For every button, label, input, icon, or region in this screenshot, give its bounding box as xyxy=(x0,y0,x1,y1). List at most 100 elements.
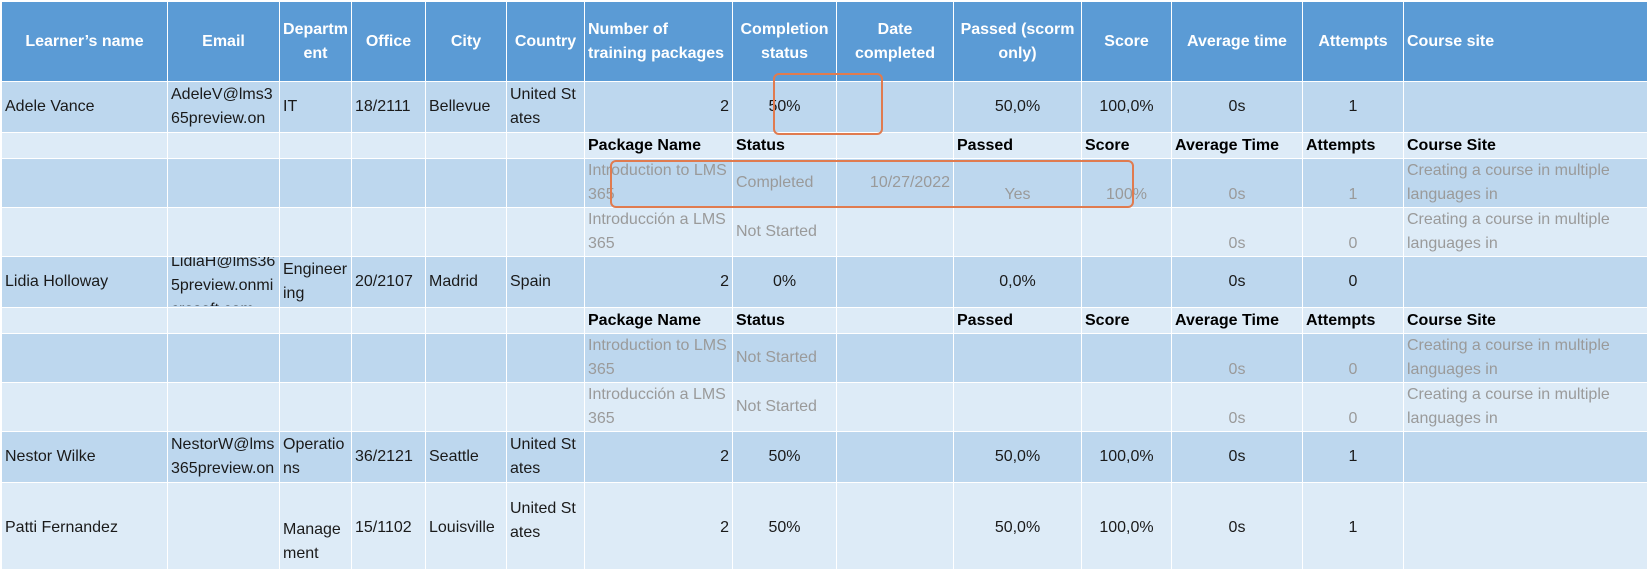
learner-score[interactable] xyxy=(1081,256,1172,308)
subheader-status[interactable]: Status xyxy=(732,132,837,159)
learner-dept[interactable]: Engineering xyxy=(279,256,352,308)
col-header-passed[interactable]: Passed (scorm only) xyxy=(953,1,1082,82)
learner-dept[interactable]: IT xyxy=(279,81,352,133)
learner-passed[interactable]: 50,0% xyxy=(953,431,1082,483)
col-header-email[interactable]: Email xyxy=(167,1,280,82)
learner-completion[interactable]: 50% xyxy=(732,482,837,569)
learner-country[interactable]: United States xyxy=(506,81,585,133)
learner-office[interactable]: 18/2111 xyxy=(351,81,426,133)
table-row[interactable]: Lidia Holloway LidiaH@lms365preview.onmi… xyxy=(1,256,1647,308)
subheader-status[interactable]: Status xyxy=(732,307,837,334)
package-detail-row[interactable]: Introducción a LMS365 Not Started 0s 0 C… xyxy=(1,207,1647,257)
learner-dept[interactable]: Management xyxy=(279,482,352,569)
subheader-attempts[interactable]: Attempts xyxy=(1302,132,1404,159)
package-name[interactable]: Introduction to LMS365 xyxy=(584,333,733,383)
package-site[interactable]: Creating a course in multiple languages … xyxy=(1403,158,1647,208)
learner-name[interactable]: Lidia Holloway xyxy=(1,256,168,308)
learner-completion[interactable]: 50% xyxy=(732,81,837,133)
package-passed[interactable] xyxy=(953,333,1082,383)
learner-packages[interactable]: 2 xyxy=(584,81,733,133)
learner-passed[interactable]: 50,0% xyxy=(953,482,1082,569)
learner-office[interactable]: 36/2121 xyxy=(351,431,426,483)
learner-packages[interactable]: 2 xyxy=(584,256,733,308)
learner-name[interactable]: Patti Fernandez xyxy=(1,482,168,569)
package-detail-row[interactable]: Introduction to LMS365 Completed 10/27/2… xyxy=(1,158,1647,208)
package-detail-row[interactable]: Introducción a LMS365 Not Started 0s 0 C… xyxy=(1,382,1647,432)
package-score[interactable]: 100% xyxy=(1081,158,1172,208)
package-attempts[interactable]: 1 xyxy=(1302,158,1404,208)
subheader-score[interactable]: Score xyxy=(1081,132,1172,159)
learner-email[interactable] xyxy=(167,482,280,569)
learner-city[interactable]: Bellevue xyxy=(425,81,507,133)
col-header-avg-time[interactable]: Average time xyxy=(1171,1,1303,82)
package-site[interactable]: Creating a course in multiple languages … xyxy=(1403,382,1647,432)
learner-city[interactable]: Louisville xyxy=(425,482,507,569)
learner-passed[interactable]: 50,0% xyxy=(953,81,1082,133)
learner-attempts[interactable]: 1 xyxy=(1302,431,1404,483)
learner-packages[interactable]: 2 xyxy=(584,482,733,569)
package-attempts[interactable]: 0 xyxy=(1302,382,1404,432)
package-name[interactable]: Introducción a LMS365 xyxy=(584,207,733,257)
package-attempts[interactable]: 0 xyxy=(1302,207,1404,257)
learner-country[interactable]: United States xyxy=(506,482,585,569)
learner-email[interactable]: LidiaH@lms365preview.onmicrosoft.com xyxy=(167,256,280,308)
col-header-course-site[interactable]: Course site xyxy=(1403,1,1647,82)
package-status[interactable]: Completed xyxy=(732,158,837,208)
col-header-packages[interactable]: Number of training packages xyxy=(584,1,733,82)
package-score[interactable] xyxy=(1081,382,1172,432)
learner-score[interactable]: 100,0% xyxy=(1081,81,1172,133)
learner-city[interactable]: Madrid xyxy=(425,256,507,308)
subheader-passed[interactable]: Passed xyxy=(953,307,1082,334)
subheader-site[interactable]: Course Site xyxy=(1403,132,1647,159)
table-row[interactable]: Adele Vance AdeleV@lms365preview.on IT 1… xyxy=(1,81,1647,133)
subheader-passed[interactable]: Passed xyxy=(953,132,1082,159)
package-detail-row[interactable]: Introduction to LMS365 Not Started 0s 0 … xyxy=(1,333,1647,383)
learner-packages[interactable]: 2 xyxy=(584,431,733,483)
package-name[interactable]: Introduction to LMS365 xyxy=(584,158,733,208)
learner-site[interactable] xyxy=(1403,431,1647,483)
learner-country[interactable]: United States xyxy=(506,431,585,483)
package-avg-time[interactable]: 0s xyxy=(1171,382,1303,432)
learner-office[interactable]: 20/2107 xyxy=(351,256,426,308)
learner-date[interactable] xyxy=(836,482,954,569)
package-status[interactable]: Not Started xyxy=(732,333,837,383)
col-header-score[interactable]: Score xyxy=(1081,1,1172,82)
subheader-score[interactable]: Score xyxy=(1081,307,1172,334)
package-date[interactable] xyxy=(836,207,954,257)
learner-country[interactable]: Spain xyxy=(506,256,585,308)
col-header-learner[interactable]: Learner’s name xyxy=(1,1,168,82)
subheader-attempts[interactable]: Attempts xyxy=(1302,307,1404,334)
package-status[interactable]: Not Started xyxy=(732,207,837,257)
col-header-date[interactable]: Date completed xyxy=(836,1,954,82)
subheader-site[interactable]: Course Site xyxy=(1403,307,1647,334)
package-avg-time[interactable]: 0s xyxy=(1171,207,1303,257)
learner-date[interactable] xyxy=(836,81,954,133)
learner-passed[interactable]: 0,0% xyxy=(953,256,1082,308)
learner-attempts[interactable]: 1 xyxy=(1302,81,1404,133)
package-date[interactable]: 10/27/2022 xyxy=(836,158,954,208)
learner-dept[interactable]: Operations xyxy=(279,431,352,483)
col-header-country[interactable]: Country xyxy=(506,1,585,82)
learner-score[interactable]: 100,0% xyxy=(1081,482,1172,569)
col-header-office[interactable]: Office xyxy=(351,1,426,82)
package-name[interactable]: Introducción a LMS365 xyxy=(584,382,733,432)
learner-email[interactable]: NestorW@lms365preview.on xyxy=(167,431,280,483)
col-header-department[interactable]: Depart­ment xyxy=(279,1,352,82)
learner-attempts[interactable]: 1 xyxy=(1302,482,1404,569)
package-passed[interactable] xyxy=(953,207,1082,257)
col-header-city[interactable]: City xyxy=(425,1,507,82)
learner-site[interactable] xyxy=(1403,482,1647,569)
learner-site[interactable] xyxy=(1403,256,1647,308)
col-header-attempts[interactable]: Attempts xyxy=(1302,1,1404,82)
package-score[interactable] xyxy=(1081,333,1172,383)
package-date[interactable] xyxy=(836,382,954,432)
learner-completion[interactable]: 50% xyxy=(732,431,837,483)
learner-name[interactable]: Adele Vance xyxy=(1,81,168,133)
subheader-avg-time[interactable]: Average Time xyxy=(1171,307,1303,334)
learner-avg-time[interactable]: 0s xyxy=(1171,81,1303,133)
learner-avg-time[interactable]: 0s xyxy=(1171,482,1303,569)
col-header-completion[interactable]: Completion status xyxy=(732,1,837,82)
package-score[interactable] xyxy=(1081,207,1172,257)
package-avg-time[interactable]: 0s xyxy=(1171,158,1303,208)
learner-score[interactable]: 100,0% xyxy=(1081,431,1172,483)
